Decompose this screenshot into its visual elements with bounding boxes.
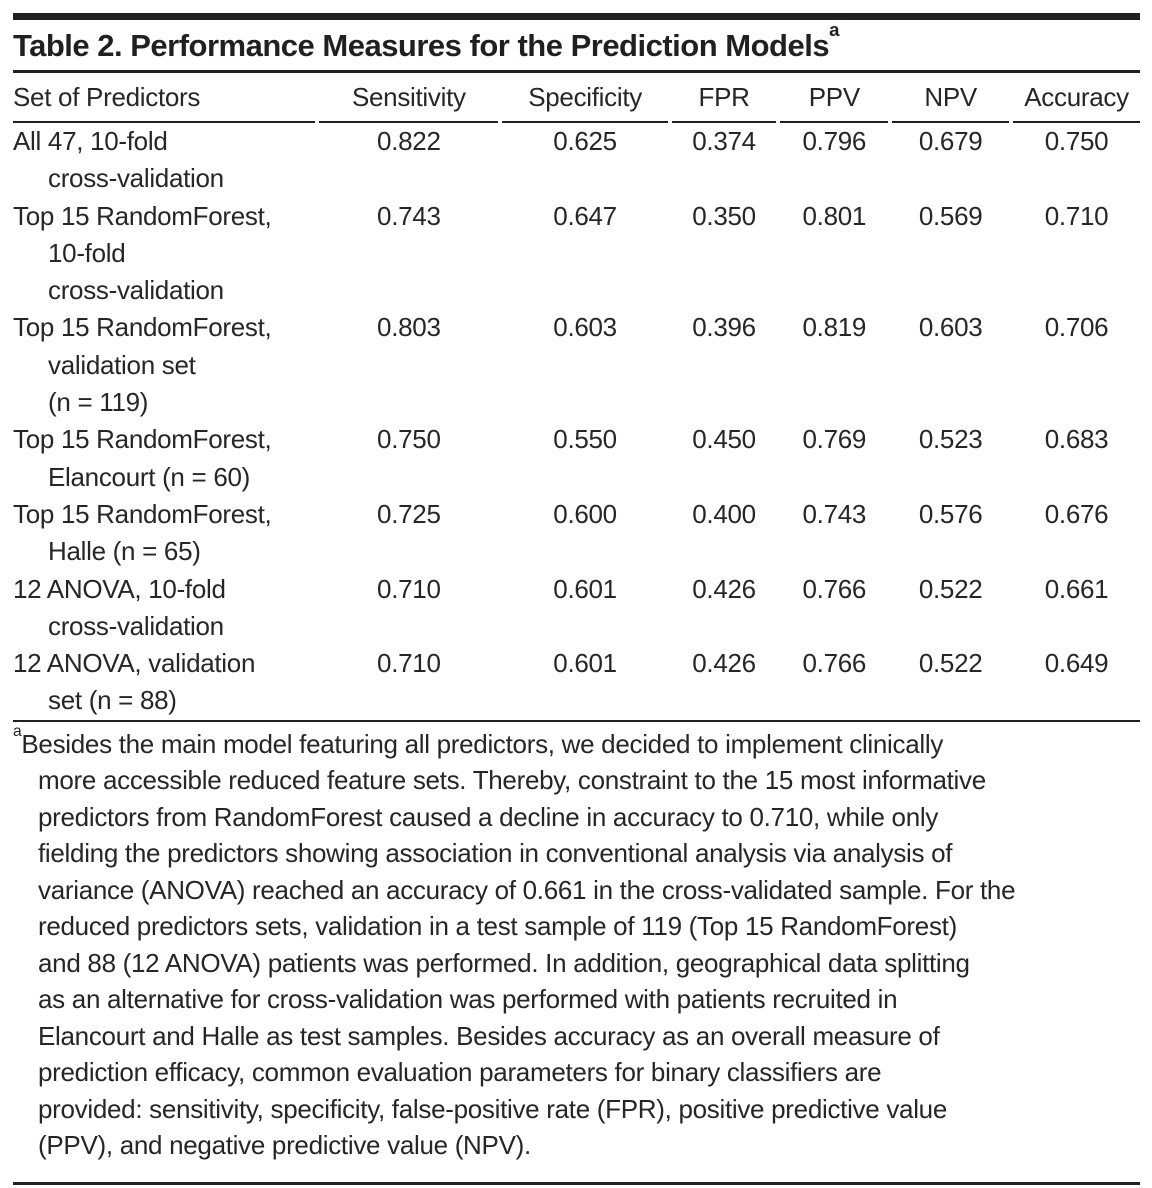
footnote-marker: a xyxy=(13,723,22,741)
specificity-value: 0.625 xyxy=(553,126,617,156)
accuracy-value: 0.649 xyxy=(1044,648,1109,679)
fpr-value: 0.450 xyxy=(692,424,756,455)
npv-value: 0.576 xyxy=(918,498,983,529)
sensitivity-value: 0.710 xyxy=(377,648,441,679)
row-label: Top 15 RandomForest, Elancourt (n = 60) xyxy=(13,424,272,492)
npv-value: 0.679 xyxy=(918,126,983,156)
npv-value: 0.523 xyxy=(918,424,983,455)
ppv-value: 0.743 xyxy=(802,498,867,529)
column-header-accuracy: Accuracy xyxy=(1013,73,1140,123)
table-title: Table 2. Performance Measures for the Pr… xyxy=(13,21,1140,64)
fpr-value: 0.400 xyxy=(692,498,756,529)
footnote-top-rule xyxy=(13,719,1140,722)
fpr-value: 0.426 xyxy=(692,648,756,679)
table-row: 12 ANOVA, 10-fold cross-validation 0.710… xyxy=(13,571,1140,646)
npv-value: 0.522 xyxy=(918,573,983,604)
specificity-value: 0.601 xyxy=(553,573,617,604)
sensitivity-value: 0.750 xyxy=(377,424,441,455)
row-label: Top 15 RandomForest, 10-fold cross-valid… xyxy=(13,200,272,306)
sensitivity-value: 0.803 xyxy=(377,312,441,343)
accuracy-value: 0.710 xyxy=(1044,200,1109,231)
row-label: Top 15 RandomForest, Halle (n = 65) xyxy=(13,498,272,567)
npv-value: 0.569 xyxy=(918,200,983,231)
footnote-text: Besides the main model featuring all pre… xyxy=(21,728,1016,1161)
column-header-sensitivity: Sensitivity xyxy=(319,73,499,123)
specificity-value: 0.600 xyxy=(553,498,617,529)
table-row: Top 15 RandomForest, validation set (n =… xyxy=(13,309,1140,421)
fpr-value: 0.350 xyxy=(692,200,756,231)
title-underline-rule xyxy=(13,70,1140,73)
accuracy-value: 0.676 xyxy=(1044,498,1109,529)
sensitivity-value: 0.743 xyxy=(377,200,441,231)
fpr-value: 0.396 xyxy=(692,312,756,343)
row-label: Top 15 RandomForest, validation set (n =… xyxy=(13,312,272,418)
ppv-value: 0.801 xyxy=(802,200,867,231)
npv-value: 0.522 xyxy=(918,648,983,679)
column-header-npv: NPV xyxy=(892,73,1010,123)
table-row: Top 15 RandomForest, Halle (n = 65) 0.72… xyxy=(13,496,1140,571)
sensitivity-value: 0.725 xyxy=(377,498,441,529)
accuracy-value: 0.750 xyxy=(1044,126,1109,156)
performance-measures-table: Set of Predictors Sensitivity Specificit… xyxy=(9,73,1144,720)
ppv-value: 0.766 xyxy=(802,573,867,604)
column-header-set-of-predictors: Set of Predictors xyxy=(13,73,316,123)
specificity-value: 0.647 xyxy=(553,200,617,231)
row-label: All 47, 10-fold cross-validation xyxy=(13,126,224,194)
fpr-value: 0.426 xyxy=(692,573,756,604)
ppv-value: 0.819 xyxy=(802,312,867,343)
table-row: Top 15 RandomForest, 10-fold cross-valid… xyxy=(13,198,1140,310)
table-title-text: Table 2. Performance Measures for the Pr… xyxy=(13,28,830,63)
accuracy-value: 0.661 xyxy=(1044,573,1109,604)
specificity-value: 0.603 xyxy=(553,312,617,343)
npv-value: 0.603 xyxy=(918,312,983,343)
table-top-rule xyxy=(13,13,1140,20)
table-row: 12 ANOVA, validation set (n = 88) 0.710 … xyxy=(13,645,1140,720)
ppv-value: 0.769 xyxy=(802,424,867,455)
table-footnote: aBesides the main model featuring all pr… xyxy=(13,723,1152,1164)
column-header-fpr: FPR xyxy=(671,73,777,123)
column-header-specificity: Specificity xyxy=(502,73,668,123)
table-title-footnote-marker: a xyxy=(829,19,839,41)
row-label: 12 ANOVA, validation set (n = 88) xyxy=(13,648,256,716)
ppv-value: 0.766 xyxy=(802,648,867,679)
sensitivity-value: 0.710 xyxy=(377,573,441,604)
fpr-value: 0.374 xyxy=(692,126,756,156)
specificity-value: 0.601 xyxy=(553,648,617,679)
table-bottom-rule xyxy=(13,1181,1140,1185)
specificity-value: 0.550 xyxy=(553,424,617,455)
accuracy-value: 0.683 xyxy=(1044,424,1109,455)
row-label: 12 ANOVA, 10-fold cross-validation xyxy=(13,573,226,641)
ppv-value: 0.796 xyxy=(802,126,867,156)
table-row: Top 15 RandomForest, Elancourt (n = 60) … xyxy=(13,421,1140,496)
table-row: All 47, 10-fold cross-validation 0.822 0… xyxy=(13,123,1140,198)
header-row: Set of Predictors Sensitivity Specificit… xyxy=(13,73,1140,123)
accuracy-value: 0.706 xyxy=(1044,312,1109,343)
sensitivity-value: 0.822 xyxy=(377,126,441,156)
column-header-ppv: PPV xyxy=(780,73,889,123)
